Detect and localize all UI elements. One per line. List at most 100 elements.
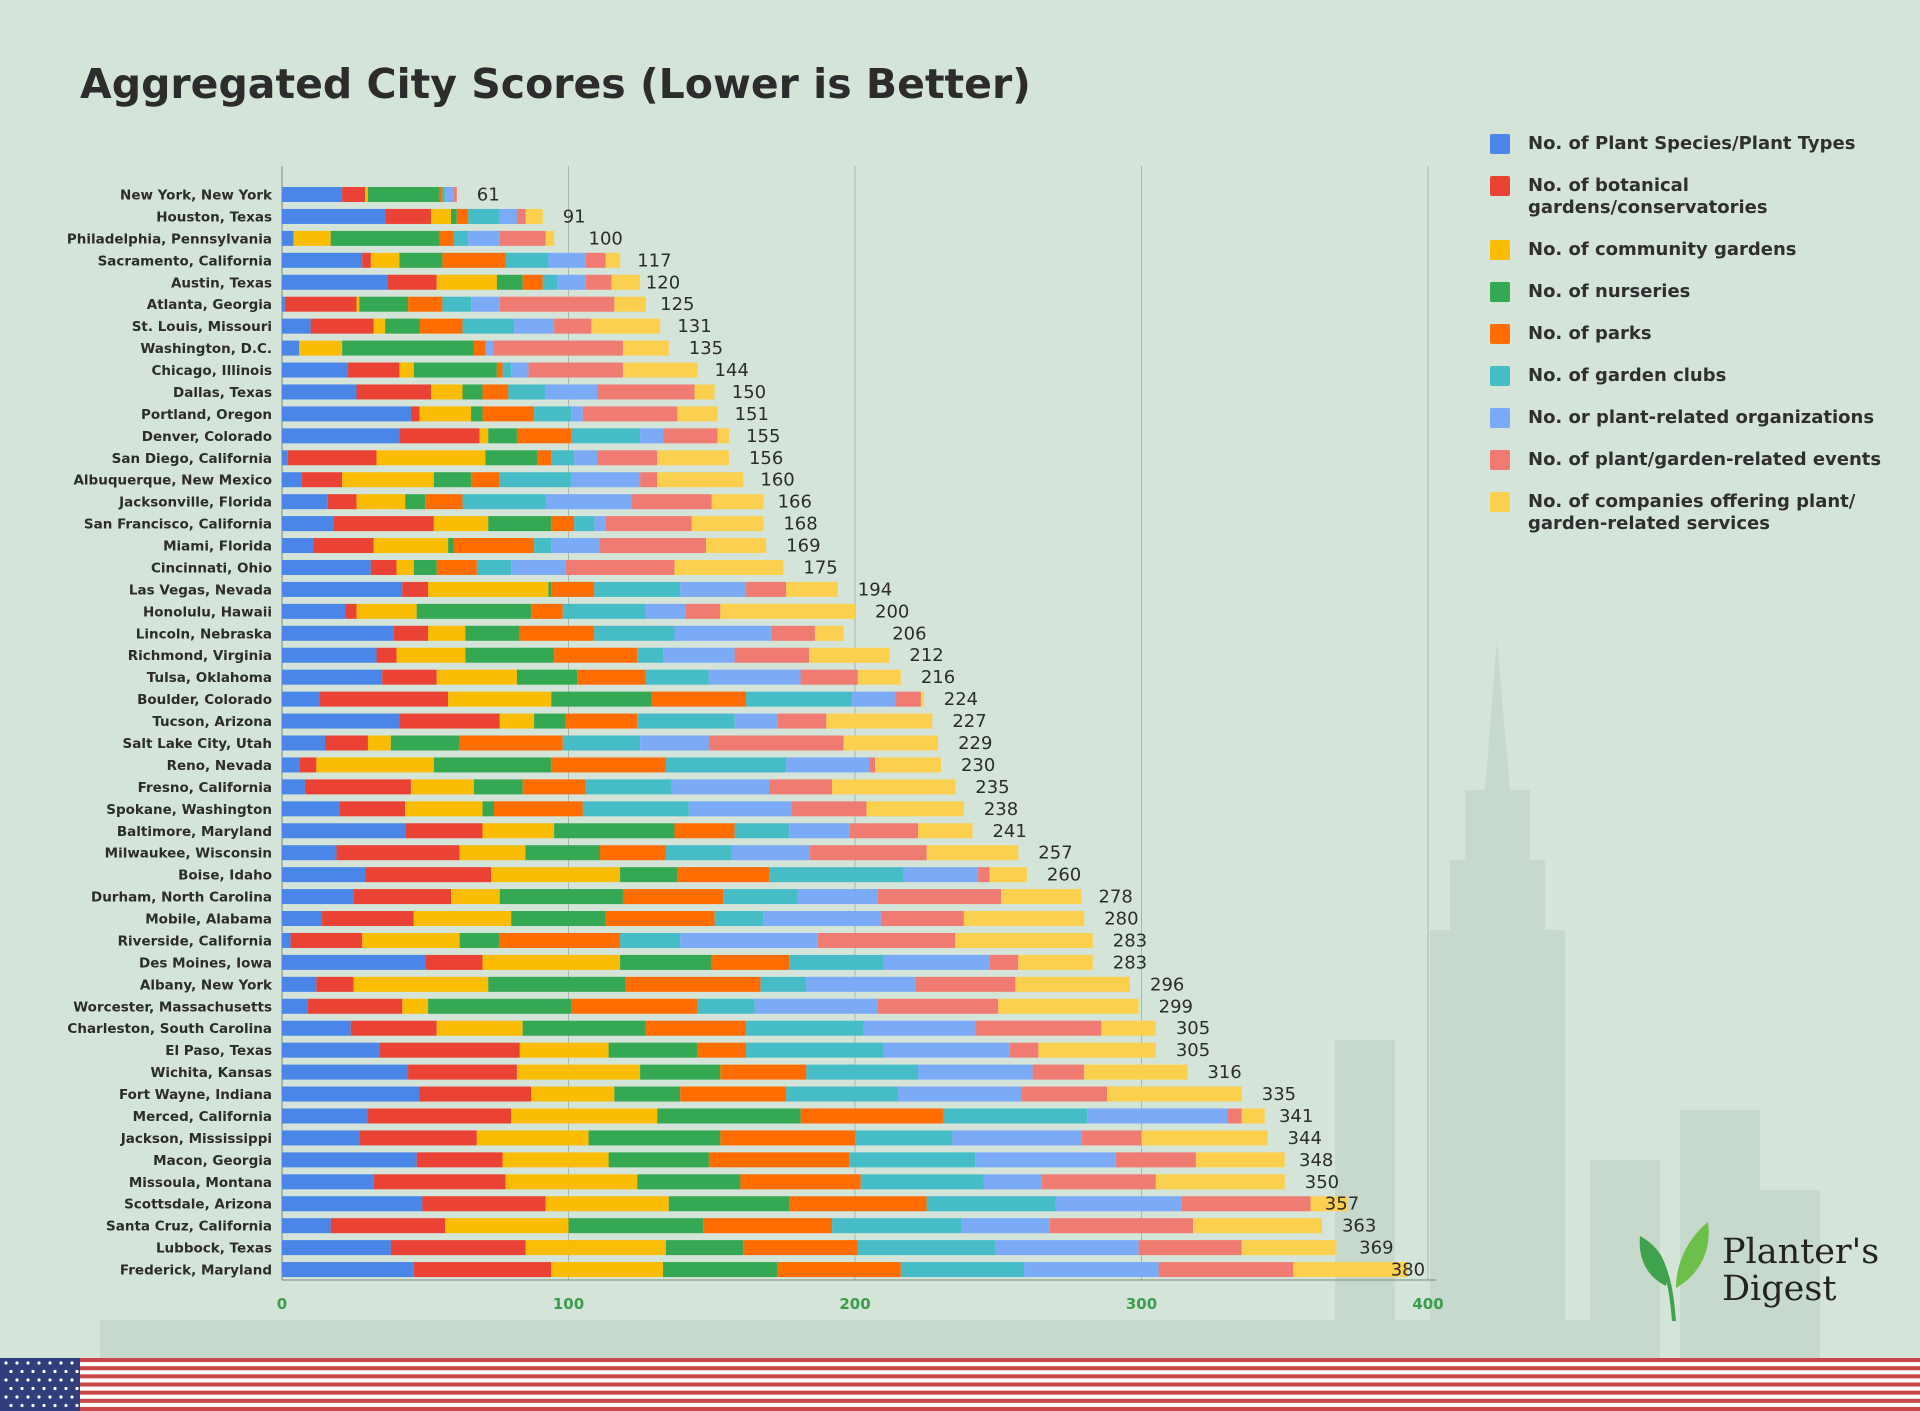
bar-segment (282, 757, 300, 773)
bar-segment (685, 603, 721, 619)
bar-segment (519, 625, 595, 641)
bar-segment (359, 1130, 477, 1146)
bar-segment (714, 911, 764, 927)
bar-segment (488, 428, 517, 444)
brand-name: Planter's Digest (1722, 1231, 1880, 1309)
bar-segment (290, 932, 363, 948)
category-label: Des Moines, Iowa (139, 955, 272, 971)
bar-segment (582, 406, 678, 422)
bar-segment (284, 296, 357, 312)
bar-segment (408, 296, 443, 312)
total-value-label: 305 (1176, 1040, 1210, 1061)
bar-segment (282, 252, 363, 268)
bar-segment (863, 1020, 976, 1036)
bar-segment (769, 867, 904, 883)
bar-segment (436, 274, 497, 290)
bar-row (282, 1042, 1156, 1058)
bar-segment (554, 823, 675, 839)
category-label: Miami, Florida (163, 539, 272, 555)
bar-segment (717, 428, 729, 444)
bar-segment (339, 801, 406, 817)
bar-segment (1310, 1196, 1348, 1212)
x-tick-label: 100 (553, 1295, 584, 1313)
bar-segment (479, 428, 489, 444)
bar-segment (562, 735, 641, 751)
bar-segment (866, 801, 964, 817)
leaf-logo-icon (1639, 1222, 1709, 1322)
bar-segment (473, 779, 523, 795)
bar-segment (282, 976, 317, 992)
bar-segment (918, 823, 973, 839)
bar-segment (754, 998, 878, 1014)
bar-segment (637, 647, 664, 663)
bar-row (282, 1174, 1285, 1190)
bar-segment (860, 1174, 984, 1190)
category-label: Tucson, Arizona (152, 714, 272, 730)
bar-segment (282, 932, 291, 948)
flag-star (64, 1386, 68, 1391)
bar-segment (746, 691, 853, 707)
bar-segment (843, 735, 939, 751)
flag-star (64, 1403, 68, 1408)
bar-segment (282, 1064, 409, 1080)
bar-segment (806, 976, 916, 992)
bar-segment (809, 647, 890, 663)
bar-segment (356, 603, 417, 619)
bar-segment (671, 779, 770, 795)
bar-segment (571, 998, 698, 1014)
bar-segment (385, 208, 431, 224)
bar-segment (663, 1262, 778, 1278)
bar-segment (591, 318, 661, 334)
bar-segment (304, 779, 411, 795)
bar-segment (282, 1130, 360, 1146)
category-label: Fresno, California (138, 780, 272, 796)
legend-item: No. of Plant Species/Plant Types (1490, 133, 1910, 155)
bar-row (282, 494, 764, 510)
category-label: Cincinnati, Ohio (151, 560, 272, 576)
bar-row (282, 208, 543, 224)
bar-segment (1107, 1086, 1242, 1102)
total-value-label: 257 (1038, 843, 1072, 864)
bar-segment (505, 252, 549, 268)
flag-star (59, 1361, 63, 1365)
bar-row (282, 932, 1093, 948)
bar-segment (694, 384, 715, 400)
category-label: Scottsdale, Arizona (124, 1197, 272, 1213)
total-value-label: 155 (746, 426, 780, 447)
bar-segment (978, 867, 990, 883)
category-label: Denver, Colorado (142, 429, 272, 445)
category-label: Austin, Texas (171, 275, 272, 291)
bar-segment (534, 713, 566, 729)
bar-segment (734, 823, 790, 839)
bar-segment (499, 208, 517, 224)
bar-segment (637, 1174, 741, 1190)
total-value-label: 131 (677, 316, 711, 337)
category-label: Chicago, Illinois (152, 363, 272, 379)
bar-segment (883, 1042, 1010, 1058)
bar-row (282, 691, 924, 707)
bar-segment (459, 735, 563, 751)
total-value-label: 168 (783, 514, 817, 535)
category-label: Washington, D.C. (140, 341, 272, 357)
bar-segment (983, 1174, 1042, 1190)
bar-segment (342, 472, 434, 488)
flag-star (75, 1386, 79, 1391)
legend-swatch (1490, 240, 1510, 260)
bar-segment (373, 1174, 506, 1190)
flag-star (31, 1369, 35, 1374)
category-label: Baltimore, Maryland (117, 824, 272, 840)
bar-segment (282, 1240, 391, 1256)
bar-segment (995, 1240, 1139, 1256)
category-label: Riverside, California (118, 933, 272, 949)
bar-segment (430, 384, 463, 400)
category-label: Albany, New York (140, 977, 273, 993)
bar-segment (734, 647, 810, 663)
bar-segment (499, 230, 546, 246)
bar-row (282, 1130, 1268, 1146)
bar-segment (433, 757, 552, 773)
total-value-label: 260 (1047, 865, 1081, 886)
category-label: El Paso, Texas (165, 1043, 272, 1059)
bar-segment (282, 998, 308, 1014)
bar-segment (622, 362, 698, 378)
bar-segment (600, 538, 707, 554)
